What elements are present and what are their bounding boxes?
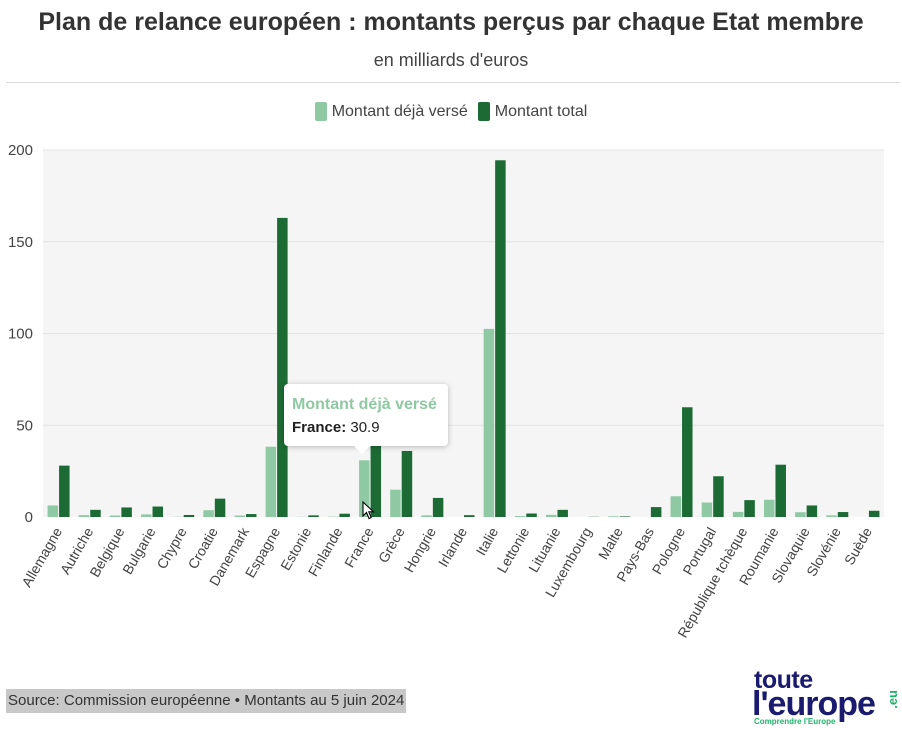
grid-lines (43, 149, 884, 426)
bar-total-estonie[interactable] (308, 515, 319, 517)
bar-total-belgique[interactable] (121, 507, 132, 517)
chart-subtitle: en milliards d'euros (373, 50, 529, 70)
bar-paid-autriche[interactable] (78, 515, 90, 517)
bar-paid-roumanie[interactable] (763, 499, 775, 517)
bar-total-france[interactable] (370, 443, 382, 517)
bar-paid-croatie[interactable] (203, 510, 214, 517)
bar-paid-slovaquie[interactable] (795, 512, 806, 517)
bar-chart: 0 50 100 150 200 AllemagneAutricheBelgiqueBu… (8, 142, 884, 641)
legend-swatch-paid (314, 102, 327, 121)
bar-paid-allemagne[interactable] (47, 505, 59, 517)
x-axis-ticks: AllemagneAutricheBelgiqueBulgarieChypreC… (18, 524, 875, 641)
bar-total-grèce[interactable] (401, 450, 413, 517)
bar-total-irlande[interactable] (464, 515, 475, 517)
y-tick-label: 150 (8, 234, 33, 251)
logo-line1: toute (754, 666, 813, 694)
bar-paid-espagne[interactable] (265, 446, 277, 517)
bar-total-pays-bas[interactable] (650, 507, 662, 517)
bar-total-espagne[interactable] (277, 217, 288, 517)
bar-total-portugal[interactable] (713, 476, 724, 517)
x-tick-label: Allemagne (18, 524, 65, 589)
chart-legend: Montant déjà versé Montant total (0, 102, 902, 121)
tooltip-value: 30.9 (350, 419, 380, 436)
bar-paid-lituanie[interactable] (545, 514, 557, 517)
y-tick-label: 200 (8, 142, 33, 159)
x-tick-label: Italie (473, 524, 502, 558)
bar-total-slovénie[interactable] (837, 512, 849, 517)
y-axis-ticks: 0 50 100 150 200 (8, 142, 33, 526)
tooltip-body: France: 30.9 (292, 419, 380, 436)
x-tick-label: Irlande (435, 524, 470, 569)
bar-paid-malte[interactable] (608, 516, 619, 517)
legend-label-paid: Montant déjà versé (331, 102, 468, 120)
y-tick-label: 50 (16, 417, 33, 434)
legend-item-paid[interactable]: Montant déjà versé (314, 102, 468, 121)
y-tick-label: 0 (25, 509, 33, 526)
bar-total-danemark[interactable] (245, 514, 257, 517)
bar-total-pologne[interactable] (682, 407, 693, 517)
bar-total-allemagne[interactable] (59, 465, 70, 517)
bar-total-slovaquie[interactable] (806, 505, 818, 517)
bars (47, 160, 880, 518)
header-divider (6, 82, 900, 83)
bar-paid-pologne[interactable] (670, 496, 682, 517)
bar-paid-république-tchèque[interactable] (732, 511, 744, 517)
bar-total-hongrie[interactable] (432, 497, 444, 517)
x-tick-label: Malte (595, 524, 626, 562)
logo-suffix: .eu (885, 690, 900, 709)
bar-total-italie[interactable] (495, 160, 506, 517)
mouse-cursor-icon (362, 501, 375, 520)
x-tick-label: Grèce (375, 524, 408, 565)
bar-total-finlande[interactable] (339, 513, 350, 517)
bar-paid-italie[interactable] (483, 328, 495, 517)
bar-paid-grèce[interactable] (390, 489, 401, 517)
x-tick-label: Suède (841, 524, 875, 567)
tooltip-country: France: (292, 419, 347, 436)
legend-label-total: Montant total (494, 102, 588, 120)
x-tick-label: France (341, 524, 377, 570)
legend-swatch-total (477, 102, 490, 121)
hover-tooltip: Montant déjà versé France: 30.9 (284, 384, 448, 454)
bar-paid-danemark[interactable] (234, 515, 245, 517)
bar-total-malte[interactable] (619, 516, 631, 517)
y-tick-label: 100 (8, 326, 33, 343)
bar-total-bulgarie[interactable] (152, 506, 164, 517)
tooltip-title: Montant déjà versé (292, 396, 437, 413)
logo-line2: l'europe (752, 685, 876, 723)
bar-paid-portugal[interactable] (701, 502, 713, 518)
bar-total-suède[interactable] (868, 510, 880, 517)
bar-total-république-tchèque[interactable] (744, 500, 755, 517)
bar-paid-france[interactable] (359, 460, 370, 517)
source-note: Source: Commission européenne • Montants… (6, 689, 407, 713)
bar-paid-lettonie[interactable] (514, 516, 526, 517)
bar-paid-bulgarie[interactable] (141, 514, 152, 517)
legend-item-total[interactable]: Montant total (477, 102, 588, 121)
tooltip-pointer (354, 446, 370, 454)
bar-total-lettonie[interactable] (526, 513, 537, 517)
bar-total-lituanie[interactable] (557, 509, 568, 517)
toute-leurope-logo[interactable]: toute l'europe Comprendre l'Europe .eu (752, 666, 900, 728)
bar-total-croatie[interactable] (214, 498, 226, 517)
bar-paid-hongrie[interactable] (421, 515, 432, 517)
logo-tagline: Comprendre l'Europe (754, 717, 836, 726)
bar-total-autriche[interactable] (90, 509, 101, 517)
bar-total-roumanie[interactable] (775, 464, 786, 517)
bar-total-chypre[interactable] (183, 514, 195, 517)
bar-paid-slovénie[interactable] (826, 515, 837, 517)
chart-title: Plan de relance européen : montants perç… (38, 8, 864, 36)
bar-paid-belgique[interactable] (109, 515, 121, 517)
